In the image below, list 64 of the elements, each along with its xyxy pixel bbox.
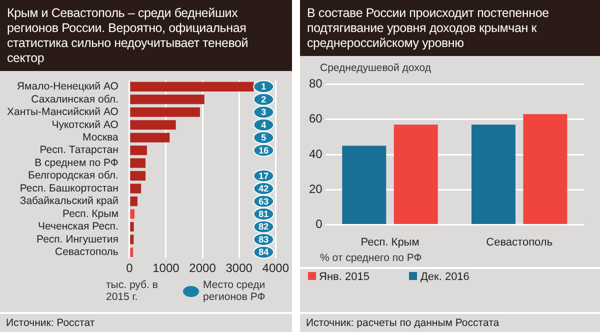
y-tick-label: 20 [308,182,323,196]
x-tick-label: 1000 [152,261,180,276]
y-tick-label: 40 [308,146,323,161]
legend-label: Дек. 2016 [419,271,470,283]
annotation: 83 [258,234,269,244]
annotation: 16 [258,145,269,156]
bar [130,132,170,142]
y-tick-label: Севастополь [55,246,119,258]
bar [130,184,142,194]
y-tick-label: Белгородская обл. [28,170,118,182]
x-axis-title: % от среднего по РФ [319,252,423,266]
y-tick-label: Забайкальский край [20,195,119,208]
bar [130,146,147,156]
annotation: 84 [258,247,269,258]
y-tick-label: Чукотский АО [52,118,118,131]
y-tick-label: Москва [82,132,119,144]
x-axis-title: тыс. руб. в 2015 г. [106,279,159,303]
annotation: 81 [258,209,269,220]
annotation: 42 [258,184,269,194]
bar [130,171,146,181]
chart-title: В составе России происходит постепенное подтягивание уровня доходов крымчан к среднероссийскому уровню [300,0,600,56]
y-tick-label: Сахалинская обл. [31,93,118,106]
bar [130,196,138,206]
y-tick-label: 60 [308,112,323,126]
annotation: 17 [258,170,269,181]
annotation: 5 [261,132,266,143]
bar [394,124,438,224]
bar [130,222,134,232]
legend-title: Место среди регионов РФ [203,279,266,303]
annotation: 63 [258,196,269,206]
bar [342,146,386,224]
y-tick-label: Респ. Крым [62,208,118,220]
y-tick-label: Чеченская Респ. [38,220,118,233]
y-tick-label: Респ. Башкортостан [20,182,119,194]
bar [130,158,146,168]
legend-label: Янв. 2015 [318,271,370,283]
y-tick-label: Респ. Татарстан [40,144,119,156]
y-axis-title: Среднедушевой доход [319,61,432,74]
y-tick-label: Ямало-Ненецкий АО [16,80,118,93]
y-tick-label: 80 [308,76,323,91]
y-tick-label: В среднем по РФ [34,156,118,169]
annotation: 2 [261,94,266,104]
bar [130,247,134,258]
x-tick-label: 4000 [262,261,290,276]
text: Источник: расчеты по данным Росстата [300,312,600,332]
annotation: 1 [261,82,266,92]
chart-title: Крым и Севастополь – среди беднейших регионов России. Вероятно, официальная статистика сильно недоучитывает теневой сектор [0,0,292,71]
annotation: 82 [258,222,269,232]
bar [130,234,134,244]
y-tick-label: Ханты-Мансийский АО [6,106,118,118]
bar [130,209,135,219]
text: Источник: Росстат [0,312,292,332]
y-tick-label: Респ. Ингушетия [36,233,118,246]
annotation: 3 [261,107,266,118]
y-tick-label: 0 [316,217,323,232]
annotation: 4 [261,120,266,130]
bar [523,114,568,224]
bar [130,120,176,130]
bar [130,94,204,104]
x-tick-label: 2000 [189,261,216,276]
bar [130,107,200,117]
bar [471,124,516,224]
x-tick-label: 0 [126,261,134,276]
x-tick-label: 3000 [226,261,253,276]
